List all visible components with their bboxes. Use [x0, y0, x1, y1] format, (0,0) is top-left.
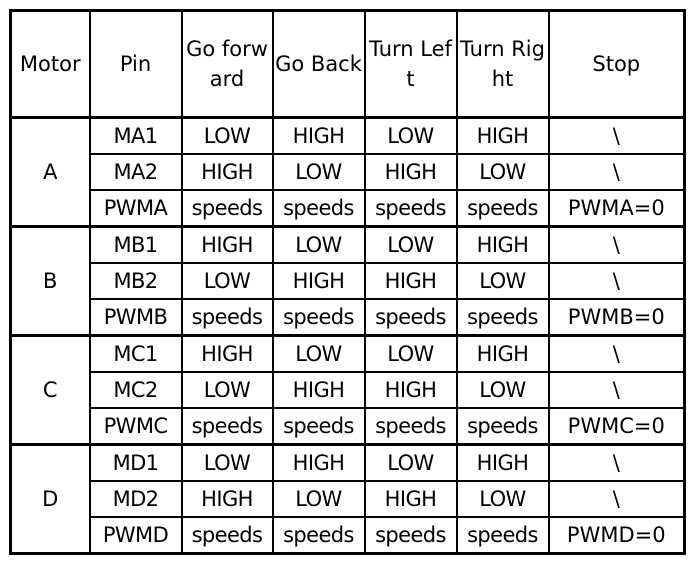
table-row: MD2 HIGH LOW HIGH LOW \: [11, 480, 686, 518]
table-row: MB2 LOW HIGH HIGH LOW \: [11, 262, 686, 300]
cell-stop: PWMD=0: [547, 516, 686, 555]
cell-go-back: LOW: [271, 480, 366, 518]
cell-go-forward: LOW: [180, 371, 274, 409]
cell-turn-left: HIGH: [363, 480, 458, 518]
cell-go-back: HIGH: [271, 443, 366, 482]
table-row: D MD1 LOW HIGH LOW HIGH \: [9, 443, 686, 555]
header-turn-right: Turn Right: [455, 9, 550, 119]
header-pin: Pin: [88, 9, 183, 119]
table-row: C MC1 HIGH LOW LOW HIGH \: [9, 334, 686, 446]
table-row: B MB1 HIGH LOW LOW HIGH \: [9, 225, 686, 337]
cell-go-back: HIGH: [271, 262, 366, 300]
cell-stop: \: [547, 153, 686, 191]
cell-go-forward: HIGH: [180, 153, 274, 191]
cell-turn-right: speeds: [455, 298, 550, 337]
cell-turn-left: HIGH: [363, 371, 458, 409]
table-row: PWMB speeds speeds speeds speeds PWMB=0: [11, 298, 686, 337]
header-go-forward: Go forward: [180, 9, 274, 119]
header-row: Motor Pin Go forward Go Back Turn Left T…: [9, 9, 686, 119]
cell-go-back: speeds: [271, 407, 366, 446]
motor-control-table: Motor Pin Go forward Go Back Turn Left T…: [9, 9, 686, 555]
cell-go-forward: speeds: [180, 516, 274, 555]
cell-turn-left: LOW: [363, 225, 458, 264]
cell-go-forward: HIGH: [180, 480, 274, 518]
cell-pin: MB1: [88, 225, 183, 264]
table-row: PWMD speeds speeds speeds speeds PWMD=0: [11, 516, 686, 555]
cell-turn-left: LOW: [363, 334, 458, 373]
cell-pin: PWMB: [88, 298, 183, 337]
cell-pin: PWMC: [88, 407, 183, 446]
cell-go-back: speeds: [271, 189, 366, 228]
cell-go-forward: HIGH: [180, 334, 274, 373]
cell-turn-right: LOW: [455, 480, 550, 518]
cell-stop: PWMA=0: [547, 189, 686, 228]
table-body: A MA1 LOW HIGH LOW HIGH \ MA2 HIGH LOW HIGH LOW \ PWM…: [9, 116, 686, 555]
cell-stop: \: [547, 480, 686, 518]
motor-label: B: [9, 225, 91, 337]
cell-go-forward: speeds: [180, 189, 274, 228]
cell-turn-right: LOW: [455, 371, 550, 409]
header-stop: Stop: [547, 9, 686, 119]
cell-go-back: HIGH: [271, 116, 366, 155]
cell-go-back: LOW: [271, 153, 366, 191]
cell-pin: MD1: [88, 443, 183, 482]
table-row: PWMA speeds speeds speeds speeds PWMA=0: [11, 189, 686, 228]
cell-turn-left: speeds: [363, 189, 458, 228]
cell-pin: MC2: [88, 371, 183, 409]
cell-turn-left: LOW: [363, 443, 458, 482]
cell-go-forward: HIGH: [180, 225, 274, 264]
cell-stop: \: [547, 443, 686, 482]
motor-label: D: [9, 443, 91, 555]
cell-go-forward: LOW: [180, 116, 274, 155]
cell-turn-right: LOW: [455, 262, 550, 300]
cell-turn-right: HIGH: [455, 443, 550, 482]
cell-go-back: LOW: [271, 334, 366, 373]
motor-label: C: [9, 334, 91, 446]
header-turn-left: Turn Left: [363, 9, 458, 119]
cell-stop: PWMB=0: [547, 298, 686, 337]
table-row: A MA1 LOW HIGH LOW HIGH \: [9, 116, 686, 228]
cell-turn-left: HIGH: [363, 153, 458, 191]
cell-stop: \: [547, 371, 686, 409]
cell-go-back: LOW: [271, 225, 366, 264]
cell-go-forward: LOW: [180, 262, 274, 300]
cell-turn-left: speeds: [363, 516, 458, 555]
cell-stop: \: [547, 116, 686, 155]
cell-turn-left: speeds: [363, 407, 458, 446]
cell-pin: MA1: [88, 116, 183, 155]
cell-turn-right: speeds: [455, 516, 550, 555]
cell-pin: MB2: [88, 262, 183, 300]
cell-stop: PWMC=0: [547, 407, 686, 446]
cell-pin: PWMA: [88, 189, 183, 228]
table-row: MC2 LOW HIGH HIGH LOW \: [11, 371, 686, 409]
header-motor: Motor: [9, 9, 91, 119]
table-row: PWMC speeds speeds speeds speeds PWMC=0: [11, 407, 686, 446]
cell-pin: MA2: [88, 153, 183, 191]
cell-pin: MD2: [88, 480, 183, 518]
cell-turn-right: LOW: [455, 153, 550, 191]
cell-turn-right: HIGH: [455, 116, 550, 155]
cell-go-back: HIGH: [271, 371, 366, 409]
cell-go-forward: LOW: [180, 443, 274, 482]
cell-go-forward: speeds: [180, 298, 274, 337]
cell-stop: \: [547, 334, 686, 373]
cell-go-back: speeds: [271, 516, 366, 555]
cell-go-forward: speeds: [180, 407, 274, 446]
cell-go-back: speeds: [271, 298, 366, 337]
cell-turn-right: HIGH: [455, 225, 550, 264]
cell-turn-left: LOW: [363, 116, 458, 155]
cell-turn-right: HIGH: [455, 334, 550, 373]
cell-turn-left: HIGH: [363, 262, 458, 300]
motor-label: A: [9, 116, 91, 228]
cell-stop: \: [547, 225, 686, 264]
cell-turn-right: speeds: [455, 189, 550, 228]
cell-pin: PWMD: [88, 516, 183, 555]
cell-stop: \: [547, 262, 686, 300]
cell-turn-left: speeds: [363, 298, 458, 337]
cell-pin: MC1: [88, 334, 183, 373]
header-go-back: Go Back: [271, 9, 366, 119]
cell-turn-right: speeds: [455, 407, 550, 446]
table-row: MA2 HIGH LOW HIGH LOW \: [11, 153, 686, 191]
